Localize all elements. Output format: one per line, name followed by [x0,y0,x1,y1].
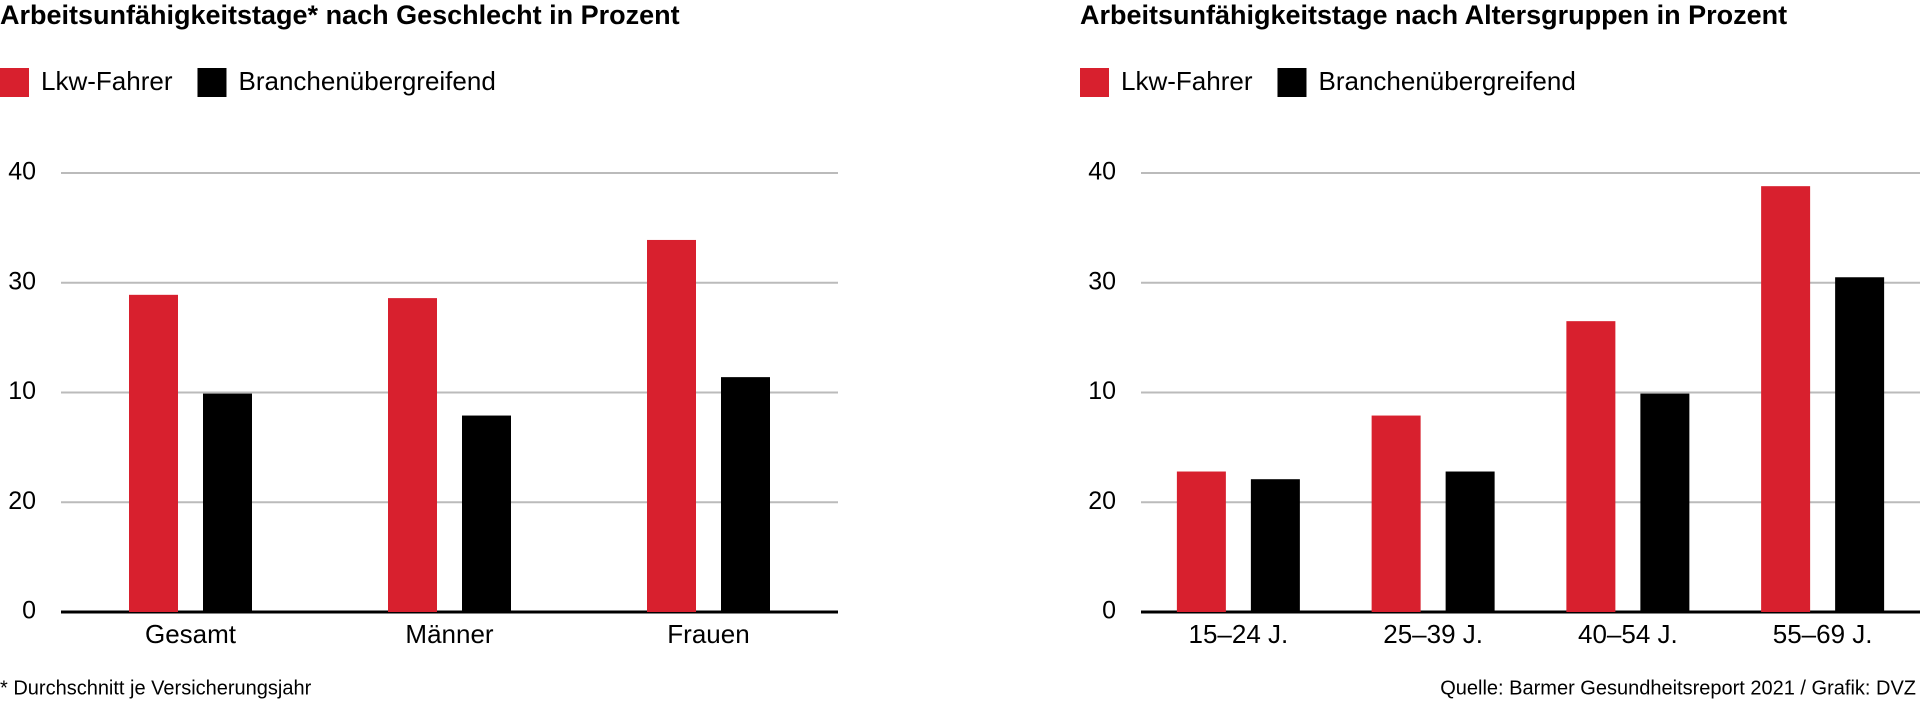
bar [1566,321,1616,612]
legend-swatch [0,68,29,97]
bar [1176,471,1226,612]
footnote: * Durchschnitt je Versicherungsjahr [0,677,312,699]
legend-swatch [1080,68,1109,97]
y-tick-label: 0 [22,597,36,625]
bar [1371,415,1421,612]
bar [647,239,696,612]
bar [462,415,511,612]
x-tick-label: Gesamt [145,619,237,649]
x-tick-label: 25–39 J. [1383,619,1483,649]
legend-label: Lkw-Fahrer [1121,66,1253,96]
source: Quelle: Barmer Gesundheitsreport 2021 / … [1440,677,1916,699]
y-tick-label: 20 [1088,487,1116,515]
bar [1761,186,1811,613]
y-tick-label: 40 [8,158,36,186]
x-tick-label: 55–69 J. [1773,619,1873,649]
bar [1445,471,1495,612]
bar [388,298,437,612]
y-tick-label: 10 [1088,377,1116,405]
x-tick-label: 40–54 J. [1578,619,1678,649]
y-tick-label: 20 [8,487,36,515]
y-tick-label: 40 [1088,158,1116,186]
y-tick-label: 10 [8,377,36,405]
y-tick-label: 0 [1102,597,1116,625]
bar [1250,479,1300,612]
legend-swatch [197,68,227,97]
bar [1640,393,1690,612]
bar [203,393,252,612]
bar [721,377,770,612]
chart-title: Arbeitsunfähigkeitstage* nach Geschlecht… [0,0,680,30]
x-tick-label: Frauen [667,619,749,649]
chart-title: Arbeitsunfähigkeitstage nach Altersgrupp… [1080,0,1787,30]
y-tick-label: 30 [8,267,36,295]
y-tick-label: 30 [1088,267,1116,295]
x-tick-label: Männer [405,619,493,649]
legend-swatch [1277,68,1307,97]
x-tick-label: 15–24 J. [1189,619,1289,649]
legend-label: Lkw-Fahrer [41,66,173,96]
legend-label: Branchenübergreifend [238,66,495,96]
legend-label: Branchenübergreifend [1318,66,1575,96]
bar [129,294,178,612]
bar [1835,277,1885,612]
